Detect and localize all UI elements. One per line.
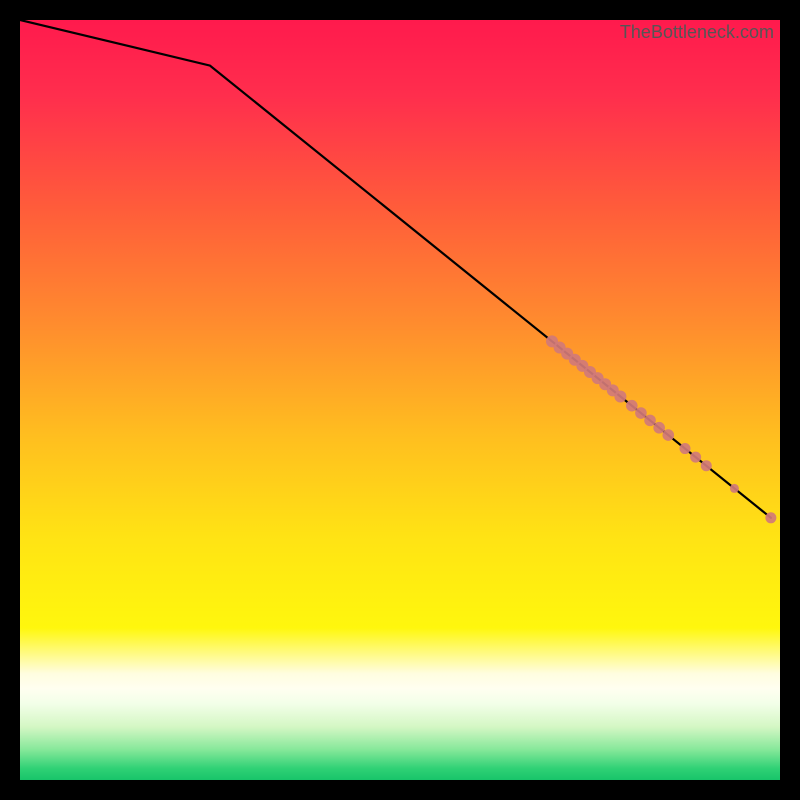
- watermark-text: TheBottleneck.com: [620, 22, 774, 43]
- chart-overlay: [20, 20, 780, 780]
- plot-area: TheBottleneck.com: [20, 20, 780, 780]
- line-series: [20, 20, 771, 518]
